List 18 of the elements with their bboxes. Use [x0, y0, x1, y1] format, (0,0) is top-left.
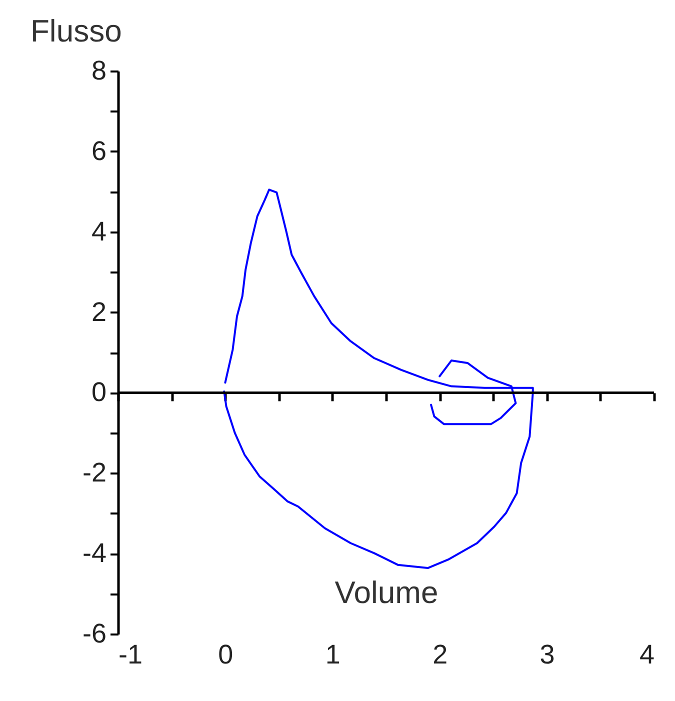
x-tick-label: 2 [432, 640, 448, 670]
x-tick-label: 3 [540, 640, 555, 670]
x-tick-label: -1 [118, 640, 143, 670]
y-tick-label: 6 [91, 136, 106, 166]
y-tick-label: -6 [82, 618, 106, 648]
x-tick-label: 0 [218, 640, 234, 670]
x-tick-label: 1 [325, 640, 340, 670]
line-series [430, 360, 517, 426]
y-tick-label: -4 [82, 538, 106, 568]
y-tick-label: 8 [91, 56, 106, 86]
y-axis-title: Flusso [30, 14, 122, 48]
line-series [223, 188, 534, 570]
y-tick-label: 2 [91, 296, 106, 327]
x-axis-title: Volume [334, 575, 438, 610]
x-tick-label: 4 [639, 640, 654, 670]
y-tick-label: 4 [91, 216, 106, 246]
y-tick-label: -2 [82, 458, 106, 488]
y-tick-label: 0 [91, 377, 106, 408]
